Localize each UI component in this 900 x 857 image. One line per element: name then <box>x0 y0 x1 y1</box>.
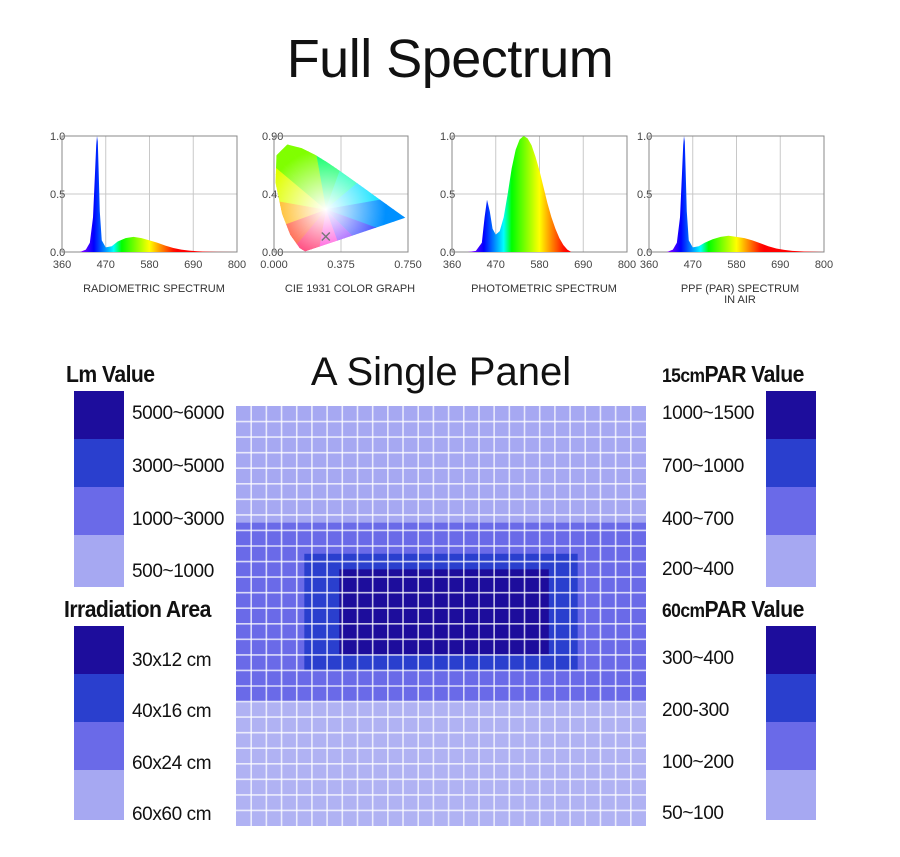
lm-label-1: 5000~6000 <box>132 403 225 424</box>
par15-legend-title: 15cmPAR Value <box>662 361 804 388</box>
par60-legend-title: 60cmPAR Value <box>662 596 804 623</box>
lm-label-2: 3000~5000 <box>132 456 225 477</box>
ppf-spectrum-svg: 360 470 580 690 800 0.0 0.5 1.0 <box>637 131 833 271</box>
lm-swatch-4 <box>74 535 124 587</box>
area-legend-title: Irradiation Area <box>64 596 211 622</box>
y-tick-label: 0.5 <box>50 189 65 201</box>
y-tick-label: 0.0 <box>440 247 455 259</box>
cie-white-glow <box>275 149 386 252</box>
par60-title-distance: 60cm <box>662 601 705 622</box>
x-tick-label: 0.375 <box>327 259 355 271</box>
panel-heatmap <box>236 406 646 826</box>
x-tick-label: 800 <box>228 259 246 271</box>
radiometric-caption: RADIOMETRIC SPECTRUM <box>83 283 225 295</box>
par15-swatch-4 <box>766 535 816 587</box>
x-tick-label: 0.750 <box>394 259 422 271</box>
area-label-4: 60x60 cm <box>132 804 212 825</box>
y-tick-label: 0.90 <box>262 131 283 143</box>
panel-title: A Single Panel <box>310 350 572 394</box>
x-tick-label: 580 <box>140 259 158 271</box>
par60-swatch-2 <box>766 674 816 722</box>
par60-label-1: 300~400 <box>662 648 734 669</box>
lm-label-4: 500~1000 <box>132 561 214 582</box>
y-tick-label: 0.5 <box>440 189 455 201</box>
white-point-marker <box>321 232 331 242</box>
y-tick-label: 0.0 <box>50 247 65 259</box>
area-label-2: 40x16 cm <box>132 701 212 722</box>
par60-swatch-4 <box>766 770 816 820</box>
cie-chart: 0.000 0.375 0.750 0.00 0.45 0.90 <box>260 128 428 278</box>
page-title: Full Spectrum <box>286 29 614 89</box>
plot-frame <box>273 135 409 253</box>
x-tick-label: 470 <box>97 259 115 271</box>
x-tick-label: 360 <box>640 259 658 271</box>
area-swatch-1 <box>74 626 124 674</box>
y-tick-label: 1.0 <box>50 131 65 143</box>
y-tick-label: 1.0 <box>440 131 455 143</box>
spectrum-area <box>467 136 572 252</box>
par60-label-4: 50~100 <box>662 803 724 824</box>
par15-label-1: 1000~1500 <box>662 403 755 424</box>
area-swatch-4 <box>74 770 124 820</box>
par15-label-2: 700~1000 <box>662 456 744 477</box>
heatmap-zone-4 <box>339 569 549 655</box>
x-tick-label: 360 <box>53 259 71 271</box>
x-tick-label: 580 <box>530 259 548 271</box>
x-tick-label: 690 <box>771 259 789 271</box>
par15-label-3: 400~700 <box>662 509 734 530</box>
x-tick-label: 0.000 <box>260 259 288 271</box>
area-label-3: 60x24 cm <box>132 753 212 774</box>
spectrum-area <box>666 136 824 252</box>
lm-swatch-3 <box>74 487 124 535</box>
ppf-caption: PPF (PAR) SPECTRUM IN AIR <box>640 284 840 306</box>
par60-title-text: PAR Value <box>704 596 805 622</box>
ppf-caption-line2: IN AIR <box>724 294 756 306</box>
x-tick-label: 580 <box>727 259 745 271</box>
y-tick-label: 0.00 <box>262 247 283 259</box>
radiometric-chart: 360 470 580 690 800 0.0 0.5 1.0 <box>50 128 256 278</box>
x-tick-label: 360 <box>443 259 461 271</box>
y-tick-label: 0.5 <box>637 189 652 201</box>
lm-swatch-1 <box>74 391 124 439</box>
par15-swatch-1 <box>766 391 816 439</box>
x-tick-label: 800 <box>618 259 636 271</box>
x-tick-label: 470 <box>684 259 702 271</box>
lm-label-3: 1000~3000 <box>132 509 225 530</box>
par15-title-text: PAR Value <box>704 361 805 387</box>
ppf-chart: 360 470 580 690 800 0.0 0.5 1.0 <box>637 128 843 278</box>
par60-swatch-1 <box>766 626 816 674</box>
photometric-chart: 360 470 580 690 800 0.0 0.5 1.0 <box>440 128 646 278</box>
par60-swatch-3 <box>766 722 816 770</box>
photometric-caption: PHOTOMETRIC SPECTRUM <box>471 283 617 295</box>
lm-swatch-2 <box>74 439 124 487</box>
par15-swatch-3 <box>766 487 816 535</box>
ppf-caption-line1: PPF (PAR) SPECTRUM <box>680 283 800 295</box>
par60-label-2: 200-300 <box>662 700 729 721</box>
radiometric-spectrum-svg: 360 470 580 690 800 0.0 0.5 1.0 <box>50 131 246 271</box>
par15-label-4: 200~400 <box>662 559 734 580</box>
lm-legend-title: Lm Value <box>66 361 155 387</box>
x-tick-label: 690 <box>184 259 202 271</box>
par15-title-distance: 15cm <box>662 366 705 387</box>
x-tick-label: 470 <box>487 259 505 271</box>
area-swatch-2 <box>74 674 124 722</box>
x-tick-label: 690 <box>574 259 592 271</box>
par60-label-3: 100~200 <box>662 752 734 773</box>
cie-caption: CIE 1931 COLOR GRAPH <box>284 283 416 295</box>
photometric-spectrum-svg: 360 470 580 690 800 0.0 0.5 1.0 <box>440 131 636 271</box>
spectrum-area <box>79 136 237 252</box>
par15-swatch-2 <box>766 439 816 487</box>
y-tick-label: 1.0 <box>637 131 652 143</box>
area-swatch-3 <box>74 722 124 770</box>
x-tick-label: 800 <box>815 259 833 271</box>
y-tick-label: 0.0 <box>637 247 652 259</box>
area-label-1: 30x12 cm <box>132 650 212 671</box>
